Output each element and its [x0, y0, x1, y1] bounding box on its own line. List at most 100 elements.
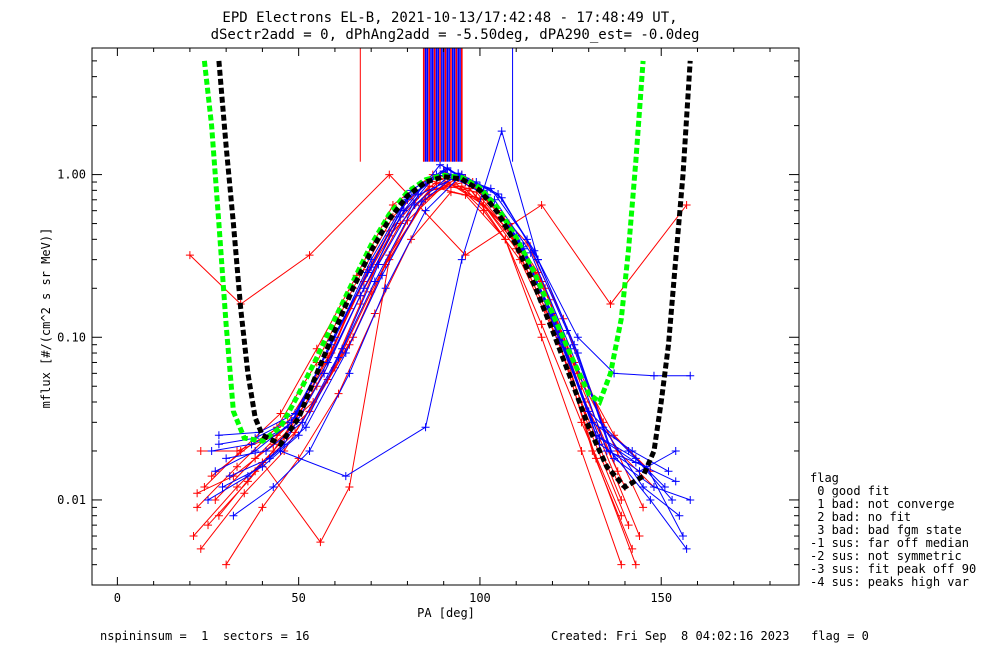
data-point-marker — [675, 511, 684, 520]
data-point-marker — [421, 423, 430, 432]
data-point-marker — [218, 483, 227, 492]
data-point-marker — [262, 446, 271, 455]
data-point-marker — [606, 446, 615, 455]
data-point-marker — [251, 446, 260, 455]
data-point-marker — [635, 532, 644, 541]
data-point-marker — [214, 431, 223, 440]
legend-item-2: 2 bad: no fit — [810, 510, 911, 524]
legend-title: flag — [810, 471, 839, 485]
data-point-marker — [229, 511, 238, 520]
data-point-marker — [686, 371, 695, 380]
data-point-marker — [454, 169, 463, 178]
data-point-marker — [207, 446, 216, 455]
data-point-marker — [639, 503, 648, 512]
data-point-marker — [258, 503, 267, 512]
chart-title-line2: dSectr2add = 0, dPhAng2add = -5.50deg, d… — [211, 27, 700, 43]
data-point-marker — [671, 446, 680, 455]
data-point-marker — [189, 532, 198, 541]
data-point-marker — [457, 255, 466, 264]
series-line-8 — [218, 181, 640, 537]
series-line-0 — [189, 173, 687, 305]
legend-item-1: 1 bad: not converge — [810, 497, 955, 511]
data-point-marker — [570, 340, 579, 349]
data-point-marker — [222, 560, 231, 569]
data-point-marker — [233, 483, 242, 492]
data-point-marker — [501, 235, 510, 244]
data-point-marker — [537, 320, 546, 329]
axes: 0 50 100 150 0.01 0.10 1.00 — [57, 47, 799, 605]
legend-item-3: 3 bad: bad fgm state — [810, 523, 962, 537]
data-point-marker — [631, 560, 640, 569]
data-point-marker — [305, 251, 314, 260]
data-point-marker — [196, 446, 205, 455]
data-point-marker — [196, 544, 205, 553]
data-point-marker — [214, 440, 223, 449]
data-point-marker — [320, 369, 329, 378]
data-point-marker — [624, 521, 633, 530]
x-tick-label: 50 — [291, 591, 305, 605]
data-point-marker — [595, 434, 604, 443]
y-tick-label: 1.00 — [57, 168, 86, 182]
x-tick-label: 0 — [114, 591, 121, 605]
data-point-marker — [668, 495, 677, 504]
data-point-marker — [225, 472, 234, 481]
data-point-marker — [443, 165, 452, 174]
data-point-marker — [686, 495, 695, 504]
data-point-marker — [276, 409, 285, 418]
data-point-marker — [243, 472, 252, 481]
data-point-marker — [233, 446, 242, 455]
data-point-marker — [338, 344, 347, 353]
data-point-marker — [240, 489, 249, 498]
y-tick-label: 0.01 — [57, 493, 86, 507]
data-point-marker — [660, 483, 669, 492]
data-point-marker — [316, 538, 325, 547]
data-point-marker — [497, 127, 506, 136]
data-point-marker — [265, 454, 274, 463]
data-point-marker — [624, 446, 633, 455]
data-point-marker — [341, 349, 350, 358]
data-point-marker — [378, 271, 387, 280]
data-point-marker — [631, 458, 640, 467]
data-point-marker — [421, 206, 430, 215]
y-axis-label: mflux [#/(cm^2 s sr MeV)] — [39, 228, 53, 409]
data-point-marker — [414, 190, 423, 199]
data-point-marker — [494, 189, 503, 198]
data-point-marker — [606, 300, 615, 309]
fit-curve-black_fit — [216, 60, 693, 491]
data-point-marker — [682, 544, 691, 553]
data-point-marker — [537, 333, 546, 342]
data-point-marker — [367, 263, 376, 272]
data-point-marker — [298, 418, 307, 427]
data-point-marker — [341, 472, 350, 481]
fit-curve-green_fit — [201, 60, 646, 444]
data-point-marker — [537, 201, 546, 210]
data-point-marker — [649, 483, 658, 492]
data-point-marker — [207, 472, 216, 481]
data-point-marker — [193, 489, 202, 498]
legend-item-0: 0 good fit — [810, 484, 889, 498]
saturated-traces — [422, 48, 463, 162]
data-point-marker — [421, 195, 430, 204]
data-point-marker — [436, 160, 445, 169]
series-line-12 — [196, 173, 651, 494]
data-point-marker — [305, 446, 314, 455]
x-tick-label: 100 — [469, 591, 491, 605]
data-point-marker — [671, 477, 680, 486]
series-line-1 — [193, 185, 622, 537]
data-point-marker — [193, 503, 202, 512]
footer-created: Created: Fri Sep 8 04:02:16 2023 flag = … — [551, 629, 869, 643]
data-point-marker — [214, 511, 223, 520]
data-point-marker — [649, 371, 658, 380]
legend-item-5: -2 sus: not symmetric — [810, 549, 962, 563]
data-point-marker — [573, 333, 582, 342]
data-point-marker — [446, 188, 455, 197]
data-point-marker — [222, 454, 231, 463]
data-point-marker — [204, 495, 213, 504]
data-point-marker — [345, 483, 354, 492]
data-point-marker — [301, 423, 310, 432]
data-point-marker — [577, 446, 586, 455]
data-point-marker — [617, 560, 626, 569]
data-point-marker — [646, 495, 655, 504]
